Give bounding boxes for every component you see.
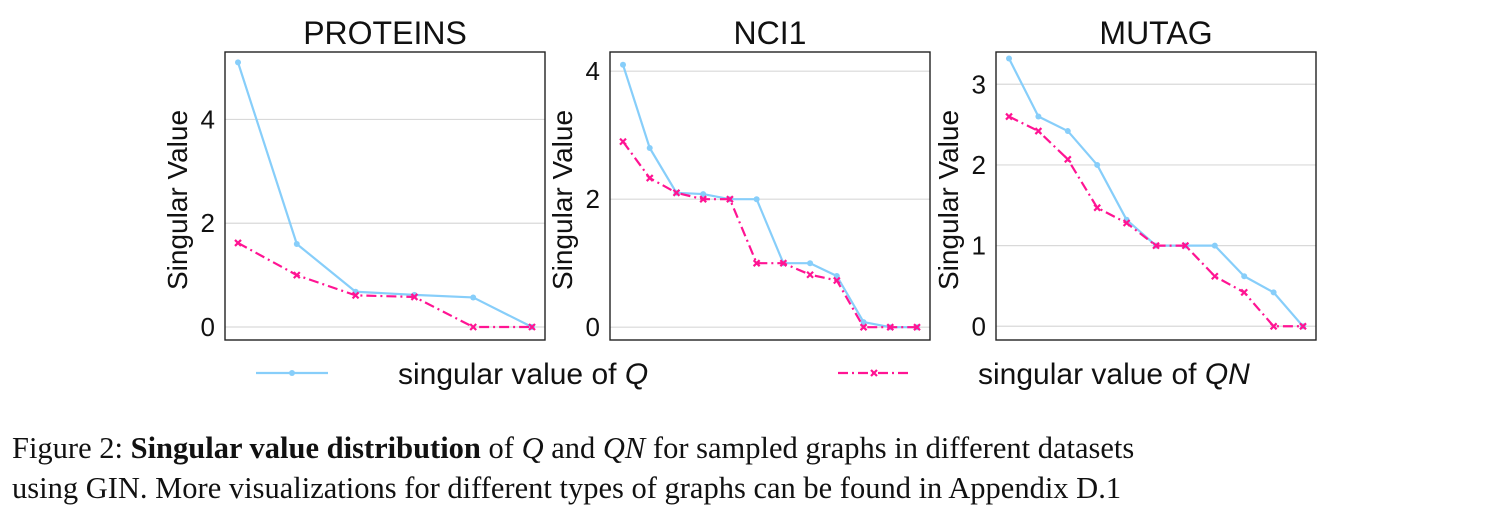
series-q-point [1211,242,1218,249]
series-q-point [1241,273,1248,280]
series-qn-point [469,323,477,331]
legend-q-text: singular value of Q [398,358,648,391]
series-qn-point [672,189,681,197]
y-tick-label: 0 [972,311,986,341]
panel-title: MUTAG [1099,15,1212,51]
series-qn-point [1240,288,1248,297]
chart-panel-3: 0 1 2 3 MUTAG Singular Value [933,15,1317,341]
series-q-point [753,196,760,203]
caption-bold-phrase: Singular value distribution [130,431,481,465]
series-q-point [293,241,300,247]
series-qn-point [1005,112,1013,121]
chart-panels: 0 2 4 PROTEINS Singular Value 0 2 4 NCI1 Singular… [162,15,1317,342]
series-q-point [807,260,814,267]
series-qn-line [1008,115,1303,328]
y-tick-label: 2 [972,150,986,180]
series-qn-point [1269,322,1278,331]
series-q-point [1006,55,1012,62]
series-qn-point [619,137,627,146]
series-qn-point [528,323,536,331]
y-axis-label: Singular Value [933,110,964,290]
y-tick-label: 0 [201,312,215,342]
series-qn-point [913,323,921,331]
series-qn-point [859,323,868,331]
series-qn-point [410,293,419,301]
series-qn-point [726,195,734,203]
series-qn-point [752,259,761,267]
series-q-point [646,145,653,151]
series-qn-point [645,174,654,182]
series-q-point [1270,289,1277,296]
y-tick-label: 4 [586,56,600,86]
series-qn-point [1152,241,1160,250]
series-q-point [620,61,626,68]
series-q-point [860,319,867,326]
panel-title: PROTEINS [303,15,467,51]
series-qn-point [1064,155,1072,164]
legend-qn-marker [870,369,878,377]
series-qn-point [833,276,841,285]
series-q-line [236,62,533,329]
series-qn-line [622,140,917,329]
series-q-point [1094,161,1101,168]
series-qn-point [806,270,814,279]
legend-q-marker [289,370,295,376]
caption-line-1: Figure 2: Singular value distribution of… [12,431,1135,465]
series-q-point [1035,113,1042,120]
series-qn-point [1034,127,1043,135]
y-tick-label: 2 [586,184,600,214]
series-q-point [235,59,241,66]
series-qn-point [234,239,242,247]
figure-panels: 0 2 4 PROTEINS Singular Value 0 2 4 NCI1 Singular… [162,15,1317,391]
series-qn-point [351,291,360,300]
axes-frame [995,51,1317,341]
y-tick-label: 3 [972,69,986,99]
y-tick-label: 1 [972,231,986,261]
series-qn-point [1093,203,1101,212]
series-qn-point [293,271,301,279]
y-tick-label: 2 [201,208,215,238]
axes-frame [609,51,931,341]
series-qn-point [1181,241,1190,250]
y-tick-label: 0 [586,312,600,342]
y-axis-label: Singular Value [547,110,578,290]
series-qn-point [1211,272,1219,281]
series-q-point [700,191,707,198]
series-qn-point [779,259,788,267]
series-q-point [470,294,477,301]
y-axis-label: Singular Value [162,110,193,290]
series-qn-line [237,241,532,329]
series-qn-point [1299,322,1307,331]
series-qn-point [886,323,895,331]
series-q-point [1064,128,1071,135]
panel-title: NCI1 [734,15,807,51]
figure-caption: Figure 2: Singular value distribution of… [12,428,1492,508]
caption-line-2: using GIN. More visualizations for diffe… [12,471,1122,505]
series-q-line [1008,57,1304,328]
chart-panel-1: 0 2 4 PROTEINS Singular Value [162,15,546,342]
series-q-line [621,64,917,329]
axes-frame [224,51,546,341]
legend-qn-text: singular value of QN [978,358,1250,391]
chart-panel-2: 0 2 4 NCI1 Singular Value [547,15,931,342]
series-qn-point [699,195,707,203]
legend: singular value of Q singular value of QN [256,358,1250,391]
series-qn-point [1122,219,1131,227]
y-tick-label: 4 [201,104,215,134]
